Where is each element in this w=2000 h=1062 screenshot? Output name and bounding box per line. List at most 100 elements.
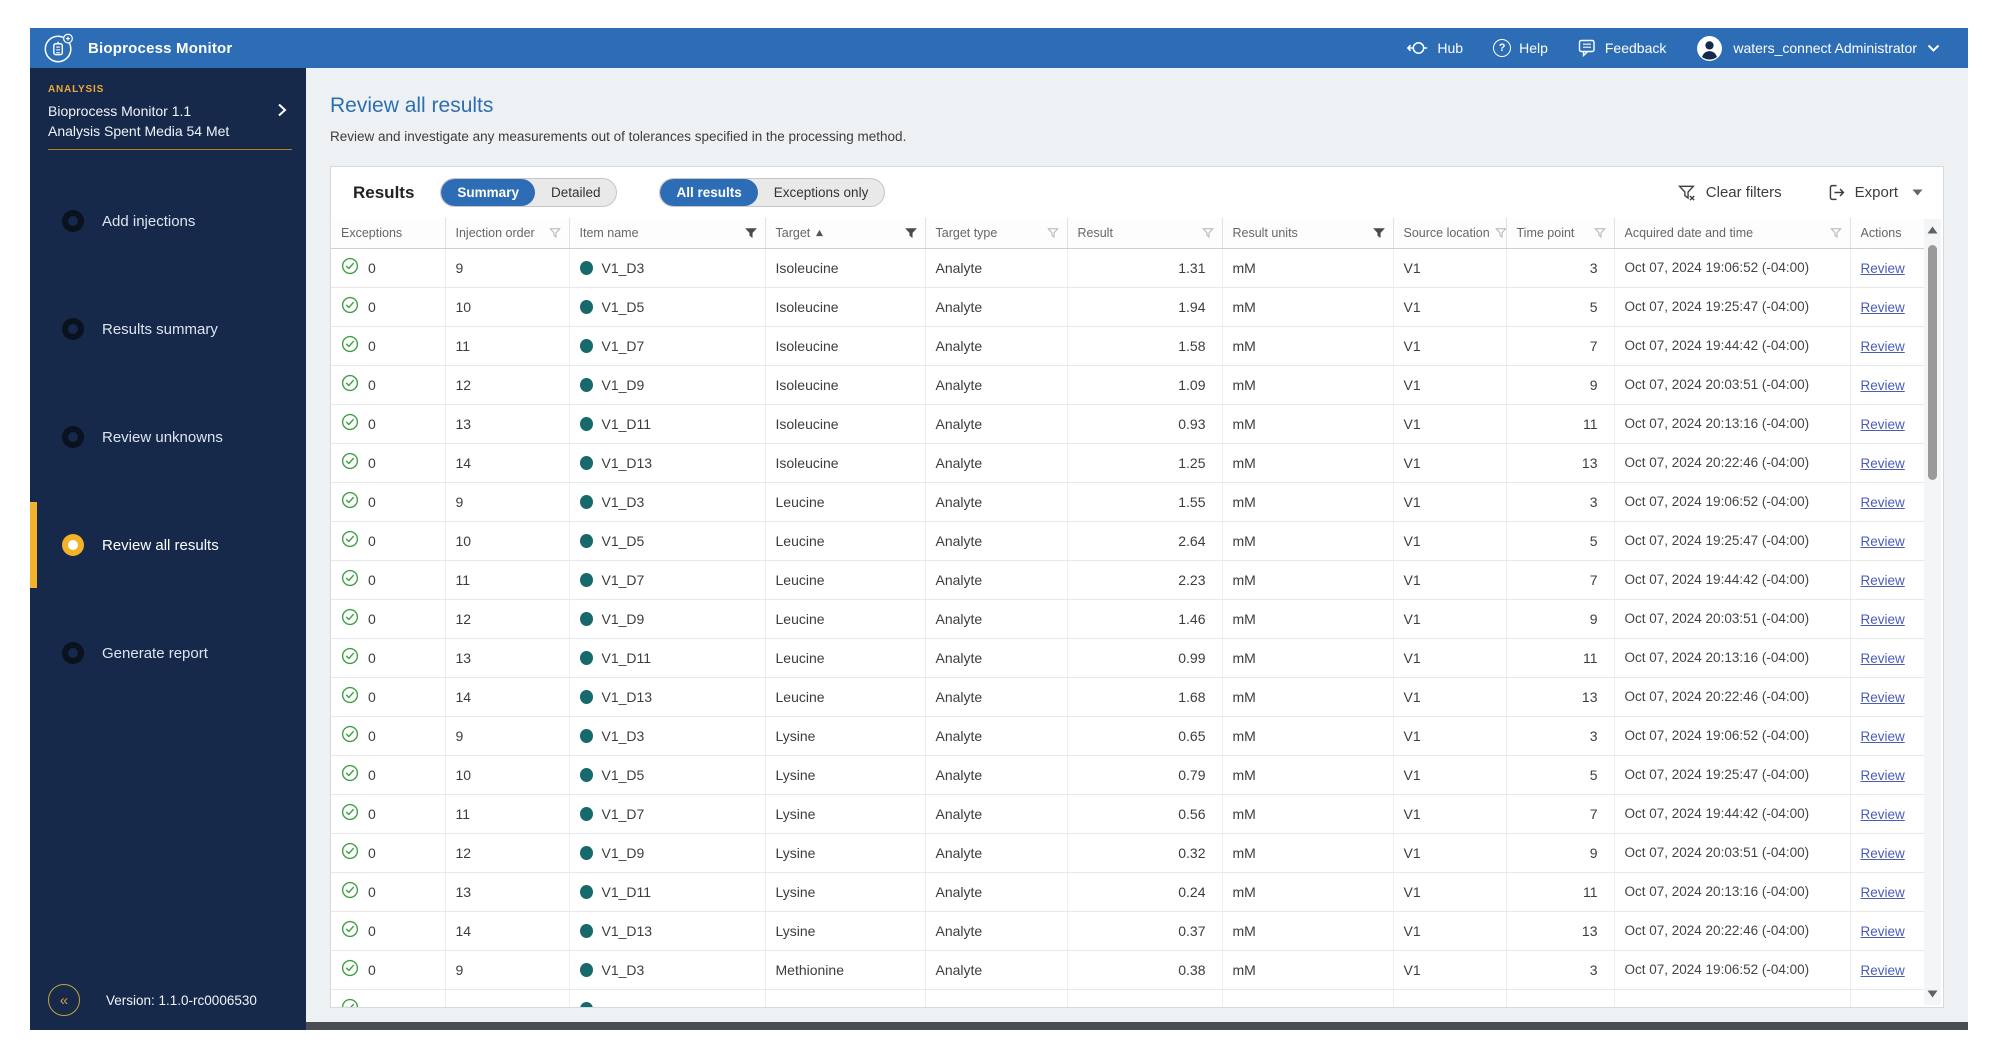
review-link[interactable]: Review: [1860, 494, 1905, 510]
result-units-cell: mM: [1222, 833, 1394, 873]
column-header-result[interactable]: Result: [1067, 218, 1223, 249]
item-color-dot-icon: [579, 884, 593, 899]
source-location-cell: V1: [1393, 326, 1507, 366]
help-button[interactable]: ? Help: [1483, 35, 1558, 61]
feedback-button[interactable]: Feedback: [1568, 35, 1676, 61]
review-link[interactable]: Review: [1860, 299, 1905, 315]
success-check-icon: [341, 647, 359, 668]
item-name-cell: V1_D9: [601, 844, 645, 861]
source-location-cell: V1: [1393, 599, 1507, 639]
review-link[interactable]: Review: [1860, 767, 1905, 783]
result-units-cell: mM: [1222, 248, 1394, 288]
clear-filters-button[interactable]: Clear filters: [1677, 184, 1782, 202]
filter-funnel-icon[interactable]: [1593, 227, 1606, 239]
scroll-up-arrow-icon[interactable]: [1924, 221, 1941, 239]
collapse-sidebar-button[interactable]: «: [48, 984, 80, 1016]
filter-funnel-icon[interactable]: [1046, 227, 1059, 239]
scroll-down-arrow-icon[interactable]: [1924, 985, 1941, 1003]
horizontal-scrollbar[interactable]: [306, 1022, 1968, 1030]
column-header-result_units[interactable]: Result units: [1222, 218, 1394, 249]
item-color-dot-icon: [579, 455, 593, 470]
review-link[interactable]: Review: [1860, 845, 1905, 861]
time-point-cell: 3: [1506, 248, 1615, 288]
column-header-injection_order[interactable]: Injection order: [445, 218, 570, 249]
target-type-cell: Analyte: [925, 482, 1068, 522]
review-link[interactable]: Review: [1860, 689, 1905, 705]
review-link[interactable]: Review: [1860, 962, 1905, 978]
filter-funnel-icon[interactable]: [744, 227, 757, 239]
result-cell: 1.25: [1067, 443, 1223, 483]
sidebar-header[interactable]: ANALYSIS Bioprocess Monitor 1.1 Analysis…: [30, 68, 306, 164]
review-link[interactable]: Review: [1860, 884, 1905, 900]
review-link[interactable]: Review: [1860, 533, 1905, 549]
sidebar-item-review-all-results[interactable]: Review all results: [30, 502, 306, 588]
exceptions-count: 0: [368, 922, 376, 939]
bioprocess-monitor-logo-icon: [42, 31, 76, 65]
target-type-cell: Analyte: [925, 326, 1068, 366]
item-color-dot-icon: [579, 377, 593, 392]
column-header-target_type[interactable]: Target type: [925, 218, 1068, 249]
toggle-summary[interactable]: Summary: [441, 179, 535, 206]
results-table: Exceptions Injection order Item name Target…: [331, 218, 1924, 1007]
time-point-cell: 3: [1506, 716, 1615, 756]
column-header-exceptions[interactable]: Exceptions: [331, 218, 446, 249]
result-units-cell: mM: [1222, 677, 1394, 717]
time-point-cell: [1506, 989, 1615, 1007]
result-units-cell: mM: [1222, 443, 1394, 483]
chevron-right-icon[interactable]: [274, 102, 292, 120]
review-link[interactable]: Review: [1860, 650, 1905, 666]
column-label: Result units: [1232, 225, 1298, 240]
vertical-scrollbar[interactable]: [1924, 219, 1941, 1005]
sidebar-item-review-unknowns[interactable]: Review unknowns: [30, 402, 306, 472]
item-color-dot-icon: [579, 338, 593, 353]
review-link[interactable]: Review: [1860, 611, 1905, 627]
toggle-all-results[interactable]: All results: [660, 179, 758, 206]
filter-funnel-icon[interactable]: [1201, 227, 1214, 239]
time-point-cell: 9: [1506, 833, 1615, 873]
results-toolbar: Results Summary Detailed All results Exc…: [331, 167, 1943, 218]
review-link[interactable]: Review: [1860, 455, 1905, 471]
filter-funnel-icon[interactable]: [904, 227, 917, 239]
filter-funnel-icon[interactable]: [1829, 227, 1842, 239]
main-content: Review all results Review and investigat…: [306, 68, 1968, 1022]
result-units-cell: mM: [1222, 521, 1394, 561]
scrollbar-thumb[interactable]: [1928, 245, 1937, 480]
item-color-dot-icon: [579, 572, 593, 587]
review-link[interactable]: Review: [1860, 806, 1905, 822]
acquired-date-cell: Oct 07, 2024 19:06:52 (-04:00): [1614, 950, 1851, 990]
result-cell: 1.55: [1067, 482, 1223, 522]
filter-funnel-icon[interactable]: [1494, 227, 1505, 239]
column-header-time_point[interactable]: Time point: [1506, 218, 1615, 249]
toggle-exceptions-only[interactable]: Exceptions only: [773, 185, 869, 200]
result-cell: 1.09: [1067, 365, 1223, 405]
export-button[interactable]: Export: [1826, 183, 1923, 202]
table-row: 0 14 V1_D13 Leucine Analyte 1.68 mM V1 1…: [331, 677, 1924, 717]
help-label: Help: [1519, 40, 1548, 56]
success-check-icon: [341, 452, 359, 473]
column-header-acquired[interactable]: Acquired date and time: [1614, 218, 1851, 249]
injection-order-cell: 9: [445, 716, 570, 756]
review-link[interactable]: Review: [1860, 572, 1905, 588]
column-header-target[interactable]: Target: [765, 218, 926, 249]
review-link[interactable]: Review: [1860, 260, 1905, 276]
sidebar-item-generate-report[interactable]: Generate report: [30, 618, 306, 688]
review-link[interactable]: Review: [1860, 338, 1905, 354]
result-units-cell: mM: [1222, 794, 1394, 834]
sidebar-item-results-summary[interactable]: Results summary: [30, 294, 306, 364]
user-menu[interactable]: waters_connect Administrator: [1686, 31, 1950, 66]
toggle-detailed[interactable]: Detailed: [550, 185, 601, 200]
column-header-source_location[interactable]: Source location: [1393, 218, 1507, 249]
review-link[interactable]: Review: [1860, 728, 1905, 744]
column-header-item_name[interactable]: Item name: [569, 218, 766, 249]
column-header-action[interactable]: Actions: [1850, 218, 1924, 249]
filter-funnel-icon[interactable]: [548, 227, 561, 239]
item-name-cell: V1_D7: [601, 805, 645, 822]
review-link[interactable]: Review: [1860, 923, 1905, 939]
filter-funnel-icon[interactable]: [1372, 227, 1385, 239]
hub-button[interactable]: Hub: [1396, 36, 1473, 60]
sidebar: ANALYSIS Bioprocess Monitor 1.1 Analysis…: [30, 68, 306, 1030]
review-link[interactable]: Review: [1860, 416, 1905, 432]
review-link[interactable]: Review: [1860, 377, 1905, 393]
item-name-cell: V1_D5: [601, 532, 645, 549]
sidebar-item-add-injections[interactable]: Add injections: [30, 186, 306, 256]
